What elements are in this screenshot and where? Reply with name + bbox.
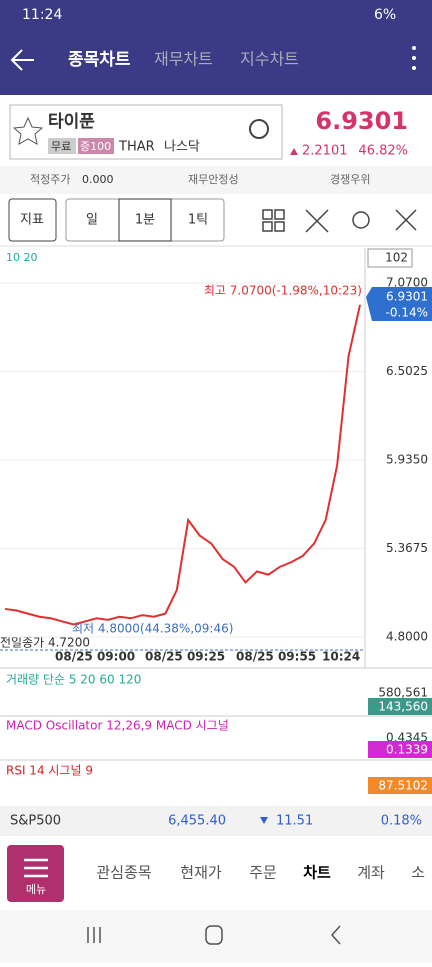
- home[interactable]: [205, 925, 223, 945]
- search-icon[interactable]: [249, 119, 269, 139]
- tag-bg: [78, 138, 114, 154]
- panel-last: 0.1339: [386, 743, 428, 757]
- y-tick-label: 5.3675: [386, 541, 428, 555]
- last-price: 6.9301: [386, 290, 428, 304]
- button[interactable]: [8, 198, 57, 242]
- button-selected[interactable]: [118, 198, 172, 242]
- menu-icon: [24, 858, 48, 878]
- tool-icons[interactable]: [262, 209, 417, 233]
- x-label: 08/25 09:00: [55, 650, 135, 664]
- button-label: 1분: [135, 213, 155, 228]
- y-tick-label: 7.0700: [386, 276, 428, 290]
- change-pct: 46.82%: [358, 144, 408, 159]
- tag: 증100: [80, 140, 111, 153]
- button-label: 지표: [20, 213, 44, 228]
- tab[interactable]: 지수차트: [240, 50, 299, 69]
- down-arrow: [260, 817, 268, 824]
- menu-label: 메뉴: [26, 883, 46, 896]
- tag: 무료: [51, 140, 71, 153]
- change: 2.2101: [302, 144, 348, 159]
- y-tick-label: 5.9350: [386, 453, 428, 467]
- nav-item[interactable]: 소: [411, 864, 425, 882]
- index-pct: 0.18%: [381, 814, 422, 829]
- star[interactable]: [12, 116, 44, 145]
- panel-box: [368, 741, 432, 758]
- nav-item[interactable]: 차트: [303, 864, 331, 882]
- index-bg: [0, 806, 432, 836]
- button-label: 1틱: [188, 213, 208, 228]
- panel-last: 143,560: [378, 700, 428, 714]
- high-label: 최고 7.0700(-1.98%,10:23): [204, 284, 362, 298]
- y-tick-label: 4.8000: [386, 630, 428, 644]
- y-tick-label: 6.5025: [386, 364, 428, 378]
- info-label: 경쟁우위: [330, 173, 370, 186]
- system-nav: [0, 910, 432, 963]
- ma-label: 10 20: [6, 251, 38, 264]
- index-name: S&P500: [10, 814, 61, 829]
- nav-item[interactable]: 주문: [249, 864, 277, 882]
- nav-item[interactable]: 현재가: [180, 864, 222, 882]
- panel-box: [368, 777, 432, 794]
- low-label: 최저 4.8000(44.38%,09:46): [72, 622, 233, 636]
- panel-title: RSI 14 시그널 9: [6, 764, 93, 778]
- market: 나스닥: [164, 140, 200, 155]
- x-label: 08/25 09:25: [145, 650, 225, 664]
- nav-item[interactable]: 계좌: [357, 864, 385, 882]
- time: 11:24: [22, 7, 62, 23]
- info-value: 0.000: [82, 173, 114, 186]
- code: THAR: [118, 140, 155, 155]
- menu-button[interactable]: [7, 845, 64, 902]
- info-label: 재무안정성: [188, 173, 239, 186]
- system-back[interactable]: [330, 925, 341, 945]
- panel-box: [368, 698, 432, 715]
- tag-bg: [48, 138, 76, 154]
- info-label: 적정주가: [30, 173, 70, 186]
- price-line: [4, 304, 361, 626]
- index-value: 6,455.40: [168, 814, 226, 829]
- panel-last: 87.5102: [378, 779, 428, 793]
- back[interactable]: [10, 49, 34, 71]
- info-bg: [0, 166, 432, 194]
- last-pct: -0.14%: [386, 306, 428, 320]
- battery: 6%: [374, 7, 396, 23]
- panel-max: 580,561: [378, 686, 428, 700]
- last-box: [366, 287, 432, 321]
- count-box: [367, 248, 413, 268]
- more[interactable]: [412, 46, 416, 70]
- x-label: 10:24: [322, 650, 360, 664]
- prev-close-label: 전일종가 4.7200: [0, 636, 90, 650]
- panel-title: 거래량 단순 5 20 60 120: [6, 673, 141, 687]
- x-label: 08/25 09:55: [236, 650, 316, 664]
- tab[interactable]: 종목차트: [68, 50, 131, 70]
- header-bg: [0, 0, 432, 95]
- price: 6.9301: [315, 107, 408, 135]
- button-label: 일: [86, 213, 98, 228]
- count: 102: [385, 251, 408, 265]
- tab[interactable]: 재무차트: [154, 50, 213, 69]
- up-arrow: [290, 148, 298, 155]
- index-change: 11.51: [276, 814, 313, 829]
- nav-item[interactable]: 관심종목: [96, 864, 151, 882]
- panel-title: MACD Oscillator 12,26,9 MACD 시그널: [6, 719, 229, 733]
- recent[interactable]: [87, 927, 101, 943]
- stock-name: 타이푼: [48, 112, 95, 132]
